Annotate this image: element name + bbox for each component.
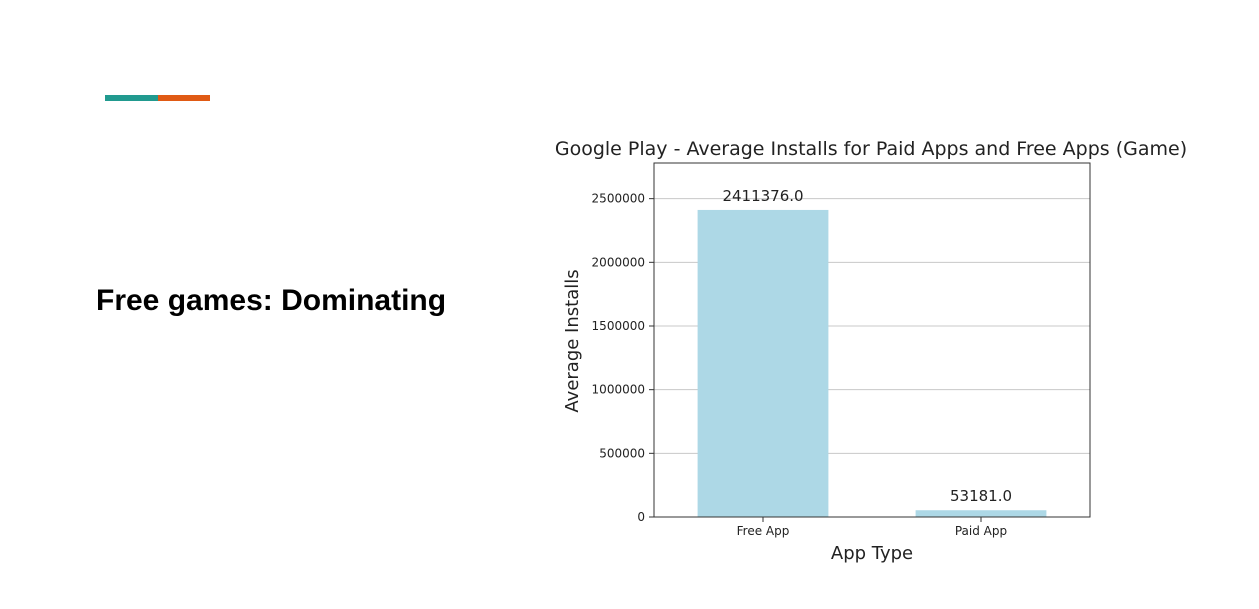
bar-value-labels: 2411376.0 53181.0 [722, 187, 1012, 505]
accent-bar-orange [158, 95, 210, 101]
y-tick-label: 1000000 [592, 383, 645, 397]
accent-bar-teal [105, 95, 158, 101]
y-tick-label: 1500000 [592, 319, 645, 333]
x-axis-label: App Type [831, 543, 913, 564]
bar-value-label: 53181.0 [950, 487, 1012, 505]
x-axis-ticks: Free App Paid App [737, 517, 1007, 538]
x-tick-label: Paid App [955, 524, 1007, 538]
y-tick-label: 0 [637, 510, 645, 524]
slide-heading: Free games: Dominating [96, 284, 447, 317]
x-tick-label: Free App [737, 524, 790, 538]
plot-frame [653, 162, 1091, 518]
bars [697, 209, 1047, 518]
y-axis-label: Average Installs [562, 269, 583, 412]
y-tick-label: 2500000 [592, 192, 645, 206]
chart-title: Google Play - Average Installs for Paid … [555, 138, 1187, 160]
y-tick-label: 500000 [599, 446, 645, 460]
y-tick-label: 2000000 [592, 255, 645, 269]
bar-2 [915, 510, 1047, 517]
bar-value-label: 2411376.0 [722, 187, 803, 205]
bar-1 [697, 209, 829, 518]
y-axis-ticks: 0 500000 1000000 1500000 2000000 2500000 [592, 192, 654, 524]
